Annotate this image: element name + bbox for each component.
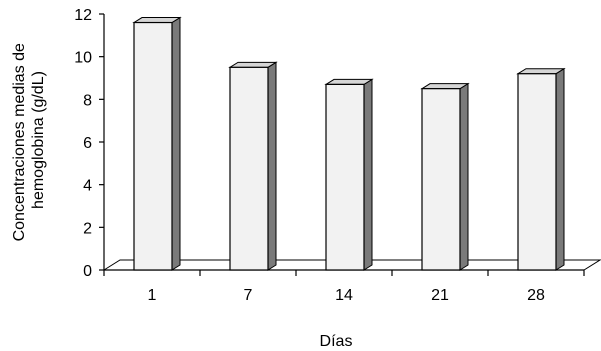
x-tick-label: 1 xyxy=(148,287,157,304)
bar-side xyxy=(171,16,181,271)
bar xyxy=(324,78,374,271)
x-tick-label: 21 xyxy=(431,287,449,304)
bar-front xyxy=(133,21,173,271)
y-axis-title: Concentraciones medias de hemoglobina (g… xyxy=(11,39,47,242)
y-axis: 0 2 4 6 8 10 12 xyxy=(74,7,105,280)
y-tick-label: 8 xyxy=(83,92,92,109)
y-axis-title-line-2: hemoglobina (g/dL) xyxy=(30,71,47,209)
bar-side xyxy=(267,61,277,271)
bar-top xyxy=(132,17,182,24)
bar-top xyxy=(324,78,374,85)
bar-side xyxy=(459,82,469,271)
bar xyxy=(420,82,470,271)
x-axis-title: Días xyxy=(320,333,353,350)
x-tick-label: 28 xyxy=(527,287,545,304)
bar-front xyxy=(421,88,461,271)
bar-side xyxy=(363,78,373,271)
x-axis: 1 7 14 21 28 xyxy=(103,269,585,304)
bar-top xyxy=(228,61,278,68)
y-tick-label: 12 xyxy=(74,7,92,24)
y-tick-label: 10 xyxy=(74,50,92,67)
y-tick-label: 4 xyxy=(83,178,92,195)
bar-side xyxy=(555,67,565,271)
bar xyxy=(132,16,182,271)
y-axis-title-line-1: Concentraciones medias de xyxy=(11,43,28,241)
bars xyxy=(132,16,566,271)
bar-front xyxy=(325,83,365,271)
x-tick-label: 7 xyxy=(244,287,253,304)
x-tick-label: 14 xyxy=(335,287,353,304)
y-tick-label: 6 xyxy=(83,135,92,152)
bar xyxy=(228,61,278,271)
bar-top xyxy=(516,68,566,75)
y-tick-label: 0 xyxy=(83,263,92,280)
y-tick-label: 2 xyxy=(83,220,92,237)
bar-front xyxy=(517,73,557,271)
bar-top xyxy=(420,83,470,90)
bar xyxy=(516,67,566,271)
bar-front xyxy=(229,66,269,271)
